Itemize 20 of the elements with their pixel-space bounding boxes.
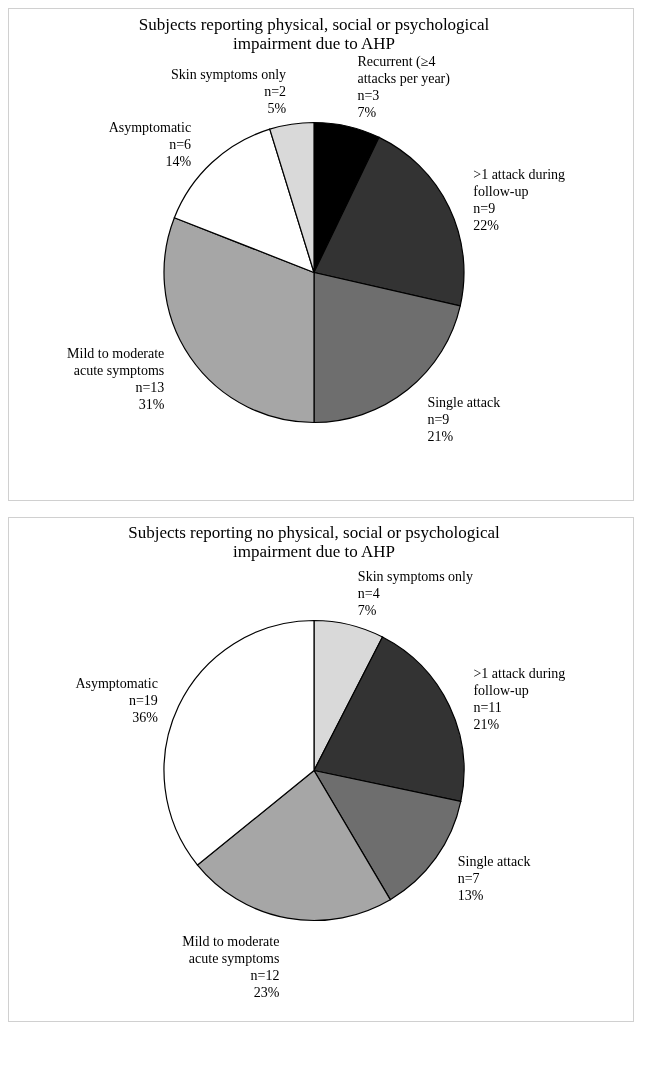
data-label: n=19 36% — [128, 693, 159, 726]
data-label: n=9 22% — [473, 201, 500, 234]
data-label: n=9 21% — [427, 411, 454, 444]
data-label: n=12 23% — [250, 968, 280, 1001]
slice-label: Single attack — [427, 394, 501, 410]
chart-title: Subjects reporting physical, social or psychological impairment due to AHP — [138, 14, 490, 53]
data-label: n=2 5% — [264, 84, 287, 117]
slice-label: Skin symptoms only — [357, 568, 474, 584]
data-label: n=3 7% — [357, 87, 380, 120]
data-label: n=4 7% — [357, 585, 380, 618]
slice-label: Recurrent (≥4 attacks per year) — [357, 53, 451, 87]
slice-label: Asymptomatic — [75, 676, 158, 692]
data-label: n=7 13% — [457, 870, 484, 903]
data-label: n=6 14% — [165, 137, 192, 170]
slice-label: Asymptomatic — [108, 120, 192, 136]
data-label: n=13 31% — [135, 380, 165, 413]
slice-label: Skin symptoms only — [170, 67, 287, 83]
slice-label: Single attack — [457, 853, 531, 869]
chart-title: Subjects reporting no physical, social or psychological impairment due to AHP — [128, 523, 501, 561]
data-label: n=11 21% — [473, 700, 502, 733]
